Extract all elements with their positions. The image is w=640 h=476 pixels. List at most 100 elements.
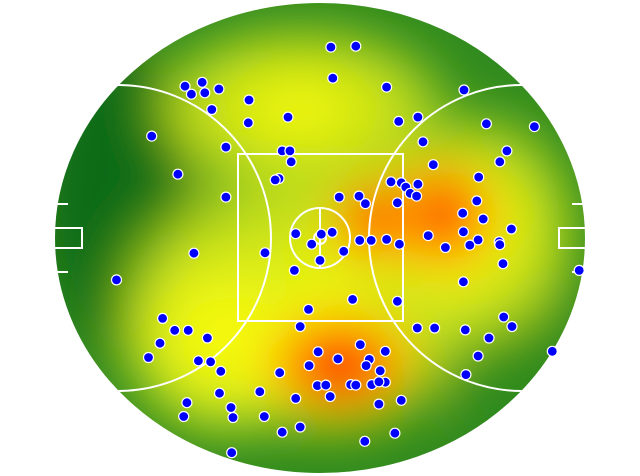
data-point bbox=[458, 84, 470, 96]
data-point bbox=[288, 264, 300, 276]
data-point bbox=[483, 332, 495, 344]
heat-warm-top bbox=[130, 15, 470, 205]
data-point bbox=[276, 426, 288, 438]
data-point bbox=[269, 174, 281, 186]
data-point bbox=[326, 226, 338, 238]
data-point bbox=[220, 141, 232, 153]
data-point bbox=[497, 258, 509, 270]
data-point bbox=[181, 397, 193, 409]
data-point bbox=[182, 324, 194, 336]
data-point bbox=[213, 83, 225, 95]
data-point bbox=[374, 365, 386, 377]
data-point bbox=[391, 197, 403, 209]
data-point bbox=[457, 276, 469, 288]
data-point bbox=[494, 156, 506, 168]
data-point bbox=[411, 322, 423, 334]
data-point bbox=[347, 293, 359, 305]
data-point bbox=[422, 230, 434, 242]
data-point bbox=[142, 351, 155, 364]
data-point bbox=[429, 322, 441, 334]
data-point bbox=[312, 346, 324, 358]
left-goal-square bbox=[54, 227, 83, 249]
data-point bbox=[315, 228, 327, 240]
data-point bbox=[573, 264, 585, 276]
data-point bbox=[282, 111, 294, 123]
data-point bbox=[169, 324, 181, 336]
data-point bbox=[412, 111, 424, 123]
data-point bbox=[284, 145, 296, 157]
data-point bbox=[188, 247, 200, 259]
data-point bbox=[172, 168, 184, 180]
data-point bbox=[354, 339, 366, 351]
data-point bbox=[324, 390, 336, 403]
data-point bbox=[439, 241, 451, 254]
data-point bbox=[285, 156, 297, 168]
data-point bbox=[460, 369, 472, 381]
data-point bbox=[201, 332, 213, 344]
data-point bbox=[477, 213, 489, 225]
data-point bbox=[110, 274, 123, 286]
data-point bbox=[381, 81, 393, 93]
data-point bbox=[411, 190, 423, 202]
data-point bbox=[157, 312, 169, 324]
data-point bbox=[259, 247, 271, 259]
data-point bbox=[379, 345, 391, 357]
data-point bbox=[306, 238, 318, 250]
data-point bbox=[220, 191, 232, 203]
data-point bbox=[325, 41, 337, 53]
data-point bbox=[412, 178, 424, 190]
data-point bbox=[154, 337, 166, 349]
data-point bbox=[373, 376, 385, 388]
data-point bbox=[196, 76, 208, 88]
data-point bbox=[473, 171, 485, 183]
data-point bbox=[290, 228, 302, 240]
data-point bbox=[472, 350, 484, 362]
boundary-line bbox=[53, 1, 587, 475]
data-point bbox=[213, 387, 226, 399]
data-point bbox=[274, 367, 286, 379]
data-point bbox=[294, 421, 306, 433]
data-point bbox=[373, 398, 385, 410]
data-point bbox=[505, 223, 517, 235]
data-point bbox=[215, 365, 227, 377]
data-point bbox=[417, 136, 429, 148]
data-point bbox=[290, 392, 302, 404]
data-point bbox=[385, 176, 397, 188]
data-point bbox=[395, 394, 407, 406]
data-point bbox=[179, 80, 191, 92]
data-point bbox=[457, 207, 469, 219]
data-point bbox=[243, 94, 255, 106]
data-point bbox=[227, 411, 239, 424]
data-point bbox=[501, 145, 513, 157]
data-point bbox=[242, 117, 254, 129]
data-point bbox=[359, 198, 371, 210]
data-point bbox=[178, 410, 190, 423]
centre-square bbox=[237, 153, 404, 322]
data-point bbox=[506, 320, 518, 333]
scatter-points bbox=[110, 40, 585, 459]
data-point bbox=[353, 190, 365, 202]
data-point bbox=[359, 435, 371, 447]
data-point bbox=[314, 254, 326, 266]
data-point bbox=[146, 130, 158, 142]
data-point bbox=[254, 386, 266, 398]
data-point bbox=[333, 191, 345, 203]
data-point bbox=[459, 324, 471, 336]
data-point bbox=[332, 353, 344, 365]
heat-hot-bottom bbox=[240, 295, 440, 435]
left-50m-arc bbox=[117, 84, 272, 392]
data-point bbox=[365, 234, 377, 246]
data-point bbox=[354, 234, 366, 246]
data-point bbox=[206, 103, 218, 116]
data-point bbox=[360, 360, 372, 372]
data-point bbox=[258, 410, 270, 423]
data-point bbox=[391, 295, 403, 307]
data-point bbox=[350, 40, 362, 52]
data-point bbox=[327, 72, 339, 84]
data-point bbox=[389, 427, 401, 439]
data-point bbox=[472, 234, 484, 246]
data-point bbox=[381, 233, 393, 245]
data-point bbox=[338, 245, 350, 257]
data-point bbox=[303, 360, 315, 372]
